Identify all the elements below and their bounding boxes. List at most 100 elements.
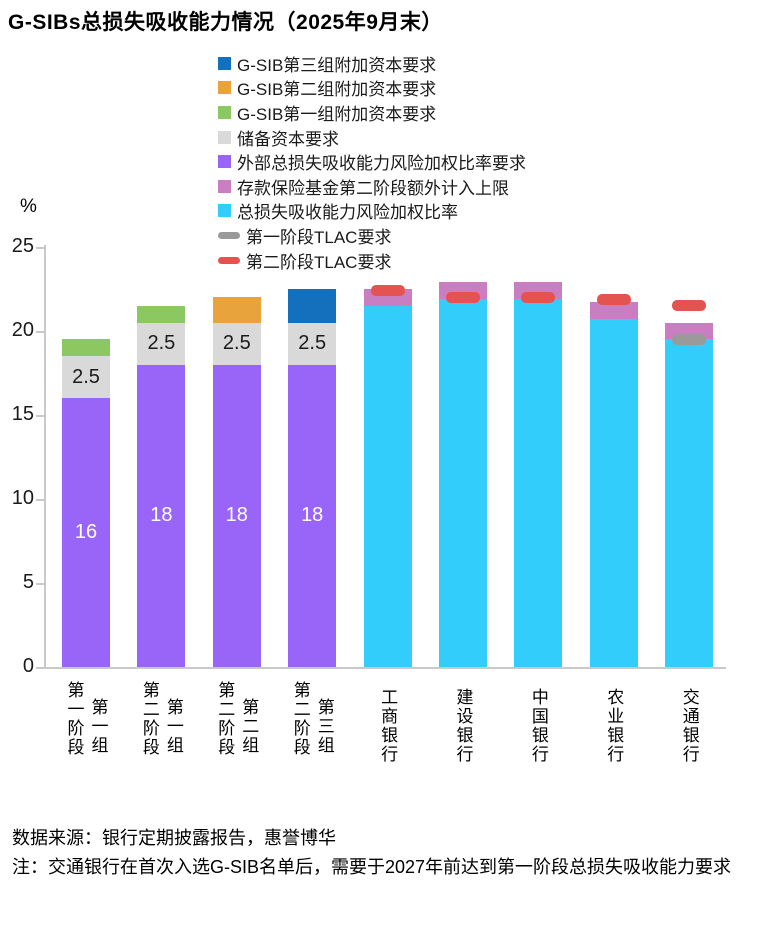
legend-item-label: 总损失吸收能力风险加权比率 [237, 203, 458, 223]
chart-footnotes: 数据来源：银行定期披露报告，惠誉博华 注：交通银行在首次入选G-SIB名单后，需… [12, 824, 760, 882]
bar-segment [589, 302, 638, 320]
x-axis-label-secondary: 第三组 [314, 698, 334, 755]
bar-segment [665, 339, 714, 667]
x-axis-label-primary: 第一阶段 [64, 681, 84, 757]
y-tick-label: 15 [11, 403, 34, 425]
legend-item: G-SIB第一组附加资本要求 [218, 100, 526, 125]
legend-item-label: G-SIB第二组附加资本要求 [237, 80, 437, 100]
x-axis-label: 中国银行 [529, 681, 548, 764]
bar-value-label: 18 [301, 504, 324, 527]
bar-segment: 2.5 [137, 322, 186, 365]
y-axis-unit-label: % [20, 196, 37, 217]
y-tick-label: 10 [11, 487, 34, 509]
x-axis-label-primary: 工商银行 [378, 688, 398, 764]
x-axis-label: 第二阶段 第三组 [291, 681, 334, 757]
bar-segment [589, 319, 638, 667]
bar-segment: 2.5 [62, 356, 110, 399]
bocom-note: 注：交通银行在首次入选G-SIB名单后，需要于2027年前达到第一阶段总损失吸收… [12, 857, 732, 877]
bar-segment: 2.5 [212, 322, 261, 365]
bar-chart-plot: % 0 5 10 15 20 25 16 2.5 第一阶段 第一组 18 2.5 第二阶段 第一组 18 2.… [11, 196, 726, 764]
x-axis-label-primary: 第二阶段 [290, 681, 310, 757]
tlac-requirement-dash-marker [596, 293, 631, 305]
x-axis-label-primary: 中国银行 [528, 688, 548, 764]
x-axis-label: 建设银行 [454, 681, 473, 764]
bar-segment [212, 297, 261, 323]
chart-legend: G-SIB第三组附加资本要求 G-SIB第二组附加资本要求 G-SIB第一组附加资本… [218, 51, 526, 272]
y-tick-label: 25 [11, 235, 34, 257]
legend-square-marker-icon [218, 105, 231, 119]
bar-value-label: 18 [150, 504, 173, 527]
legend-item: G-SIB第二组附加资本要求 [218, 76, 526, 101]
bar-segment [137, 305, 186, 323]
legend-dash-marker-icon [218, 256, 240, 264]
legend-item: 存款保险基金第二阶段额外计入上限 [218, 174, 526, 199]
chart-title: G-SIBs总损失吸收能力情况（2025年9月末） [8, 11, 443, 34]
x-axis-label: 第一阶段 第一组 [65, 681, 108, 757]
y-tick-mark [36, 667, 44, 669]
x-axis-label-secondary: 第二组 [239, 698, 259, 755]
y-axis-line [44, 245, 46, 669]
bar-segment [439, 299, 487, 667]
legend-item: 总损失吸收能力风险加权比率 [218, 199, 526, 224]
x-axis-label-primary: 交通银行 [679, 688, 699, 764]
legend-square-marker-icon [218, 130, 231, 144]
x-axis-label: 第二阶段 第二组 [215, 681, 258, 757]
y-tick-mark [36, 583, 44, 585]
y-tick-mark [36, 499, 44, 501]
x-axis-line [44, 667, 726, 669]
bar-value-label: 2.5 [222, 332, 251, 355]
bar-value-label: 2.5 [147, 332, 176, 355]
y-tick-label: 5 [22, 571, 34, 593]
x-axis-label-primary: 建设银行 [453, 688, 473, 764]
legend-square-marker-icon [218, 56, 231, 70]
bar-value-label: 2.5 [72, 365, 100, 388]
bar-segment [62, 339, 110, 357]
x-axis-label-secondary: 第一组 [163, 698, 183, 755]
legend-square-marker-icon [218, 204, 231, 218]
legend-square-marker-icon [218, 179, 231, 193]
x-axis-label: 工商银行 [378, 681, 397, 764]
bar-segment: 16 [62, 398, 110, 667]
legend-item: 第一阶段TLAC要求 [218, 223, 526, 248]
legend-square-marker-icon [218, 81, 231, 95]
bar-segment: 2.5 [288, 322, 337, 365]
tlac-requirement-dash-marker [370, 285, 405, 297]
x-axis-label-secondary: 第一组 [88, 698, 108, 755]
tlac-requirement-dash-marker [672, 333, 707, 345]
legend-item-label: 外部总损失吸收能力风险加权比率要求 [237, 154, 526, 174]
x-axis-label: 交通银行 [680, 681, 699, 764]
y-tick-label: 20 [11, 319, 34, 341]
bar-segment: 18 [288, 364, 337, 667]
bar-segment [288, 289, 337, 323]
x-axis-label: 第二阶段 第一组 [140, 681, 183, 757]
legend-item-label: 储备资本要求 [237, 129, 339, 149]
legend-item-label: 存款保险基金第二阶段额外计入上限 [237, 178, 509, 198]
bar-segment [514, 299, 563, 667]
x-axis-label: 农业银行 [604, 681, 623, 764]
legend-item-label: G-SIB第三组附加资本要求 [237, 55, 437, 75]
tlac-requirement-dash-marker [672, 300, 707, 312]
legend-item: 第二阶段TLAC要求 [218, 248, 526, 273]
legend-item: 储备资本要求 [218, 125, 526, 150]
legend-square-marker-icon [218, 155, 231, 169]
y-tick-mark [36, 415, 44, 417]
legend-item-label: 第一阶段TLAC要求 [246, 227, 392, 247]
legend-item-label: 第二阶段TLAC要求 [246, 252, 392, 272]
y-tick-mark [36, 331, 44, 333]
bar-segment [363, 305, 412, 667]
legend-item: G-SIB第三组附加资本要求 [218, 51, 526, 76]
bar-value-label: 18 [225, 504, 248, 527]
x-axis-label-primary: 农业银行 [604, 688, 624, 764]
tlac-requirement-dash-marker [521, 291, 556, 303]
x-axis-label-primary: 第二阶段 [215, 681, 235, 757]
legend-dash-marker-icon [218, 231, 240, 239]
y-tick-label: 0 [22, 655, 34, 677]
data-source-note: 数据来源：银行定期披露报告，惠誉博华 [12, 828, 336, 848]
bar-segment: 18 [137, 364, 186, 667]
y-tick-mark [36, 247, 44, 249]
tlac-requirement-dash-marker [446, 291, 480, 303]
bar-value-label: 16 [74, 521, 98, 544]
x-axis-label-primary: 第二阶段 [139, 681, 159, 757]
bar-value-label: 2.5 [298, 332, 327, 355]
